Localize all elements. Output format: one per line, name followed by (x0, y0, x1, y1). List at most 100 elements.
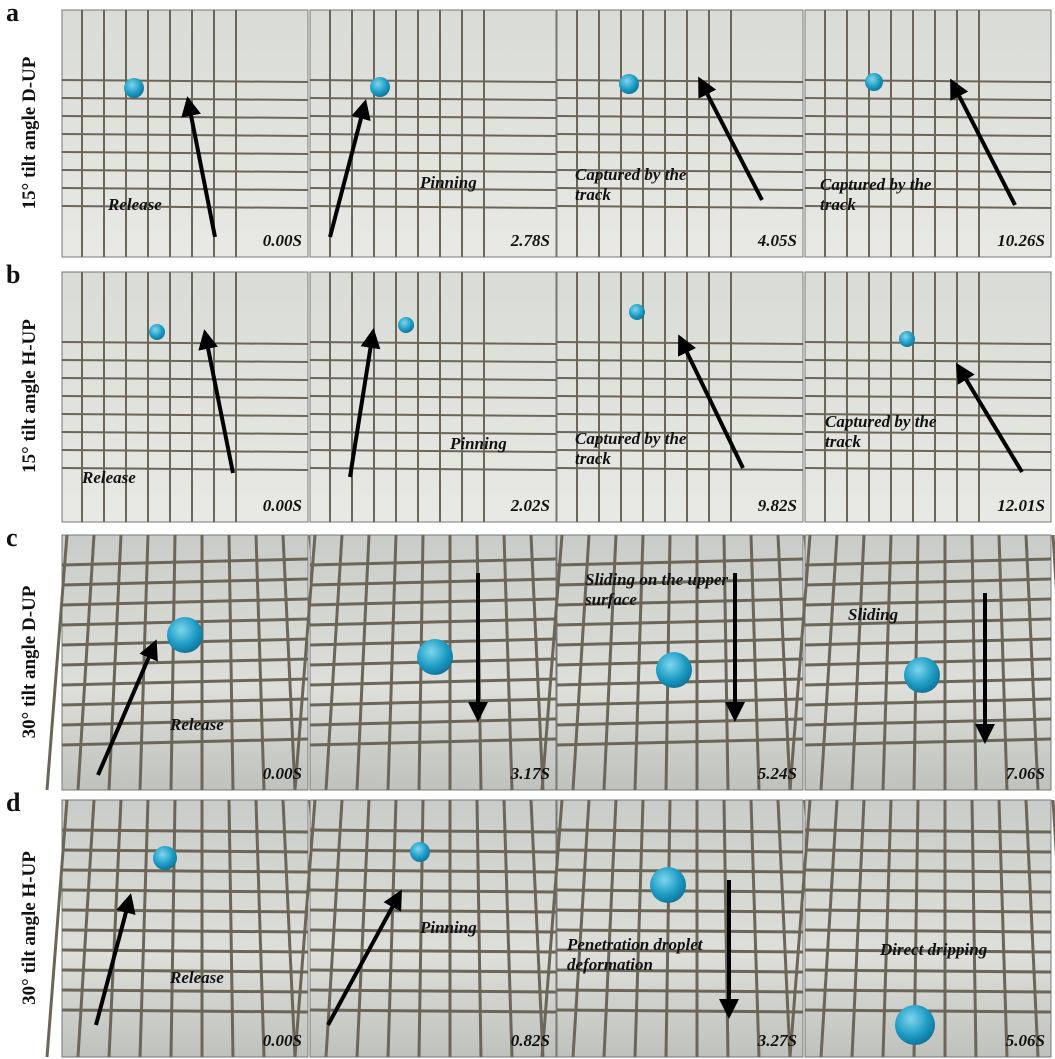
droplet (629, 304, 645, 320)
wire (309, 133, 557, 137)
timestamp: 0.00S (262, 764, 302, 783)
wire (138, 799, 150, 1058)
wire (61, 888, 309, 894)
droplet (124, 78, 144, 98)
wire (776, 799, 792, 1058)
wire (475, 799, 483, 1058)
wire (281, 534, 297, 791)
wire (556, 908, 804, 914)
wire (556, 133, 804, 137)
wire (61, 948, 309, 954)
wire (881, 799, 893, 1058)
wire (804, 133, 1052, 137)
wire (309, 359, 557, 363)
timestamp: 5.06S (1005, 1031, 1045, 1050)
wire (804, 988, 1052, 994)
wire (169, 799, 177, 1058)
caption: Sliding on the upper surface (585, 570, 729, 609)
row-label: 15° tilt angle D-UP (19, 56, 40, 209)
caption: Captured by the track (825, 412, 937, 451)
wire (61, 377, 309, 381)
wire (556, 413, 804, 417)
wire (1024, 534, 1040, 791)
wire (309, 97, 557, 101)
wire (309, 187, 557, 191)
wire (556, 828, 804, 834)
droplet (650, 867, 686, 903)
droplet (370, 77, 390, 97)
wire (61, 697, 309, 707)
wire (804, 169, 1052, 173)
timestamp: 9.82S (757, 496, 797, 515)
wire (61, 577, 309, 587)
wire (804, 617, 1052, 627)
wire (61, 657, 309, 667)
wire (804, 377, 1052, 381)
timestamp: 3.17S (510, 764, 550, 783)
arrow (348, 328, 381, 478)
wire (386, 799, 398, 1058)
wire (61, 395, 309, 399)
wire (309, 205, 557, 209)
wire (804, 888, 1052, 894)
caption: Captured by the track (575, 165, 687, 204)
wire (804, 187, 1052, 191)
panel-photo (556, 799, 804, 1058)
caption: Penetration droplet deformation (567, 935, 703, 974)
wire (502, 534, 514, 791)
timestamp: 3.27S (757, 1031, 797, 1050)
arrow (698, 76, 764, 201)
timestamp: 4.05S (757, 231, 797, 250)
wire (76, 799, 96, 1058)
wire (61, 988, 309, 994)
droplet (410, 842, 430, 862)
wire (309, 928, 557, 934)
wire (556, 597, 804, 607)
wire (309, 1008, 557, 1014)
wire (61, 431, 309, 435)
wire (76, 534, 96, 791)
row-label: 15° tilt angle H-UP (19, 319, 40, 473)
arrow (955, 362, 1024, 474)
wire (556, 169, 804, 173)
wire (309, 617, 557, 627)
wire (309, 988, 557, 994)
wire (556, 617, 804, 627)
wire (571, 799, 591, 1058)
wire (556, 868, 804, 874)
wire (804, 431, 1052, 435)
wire (293, 799, 317, 1058)
wire (309, 848, 557, 854)
wire (556, 948, 804, 954)
wire (850, 799, 866, 1058)
wire (556, 377, 804, 381)
wire (309, 737, 557, 747)
wire (556, 151, 804, 155)
row-letter: a (6, 0, 19, 27)
wire (61, 151, 309, 155)
timestamp: 10.26S (997, 231, 1045, 250)
wire (309, 888, 557, 894)
wire (804, 151, 1052, 155)
wire (804, 597, 1052, 607)
caption: Captured by the track (820, 175, 932, 214)
caption: Release (170, 715, 224, 734)
wire (61, 557, 309, 567)
wire (61, 968, 309, 974)
wire (309, 868, 557, 874)
arrow (181, 96, 217, 238)
timestamp: 2.02S (510, 496, 550, 515)
wire (556, 1008, 804, 1014)
wire (804, 359, 1052, 363)
wire (556, 359, 804, 363)
caption: Pinning (420, 173, 477, 192)
wire (502, 799, 514, 1058)
wire (804, 737, 1052, 747)
wire (61, 868, 309, 874)
droplet (417, 639, 453, 675)
timestamp: 0.00S (262, 231, 302, 250)
wire (529, 534, 545, 791)
wire (293, 534, 317, 791)
droplet (149, 324, 165, 340)
